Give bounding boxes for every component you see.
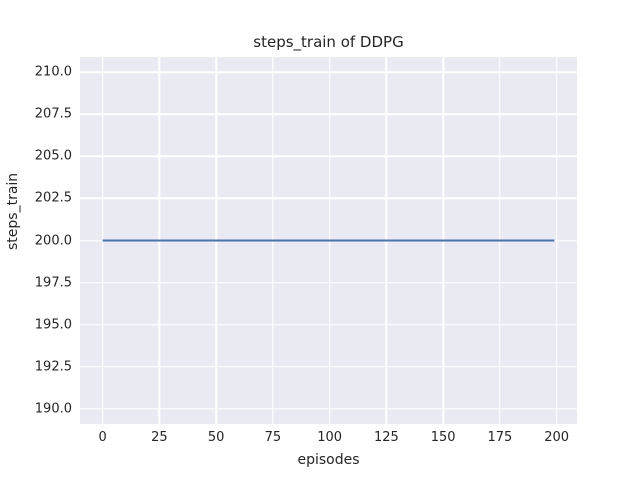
data-series-layer [80, 57, 577, 424]
x-tick-label: 50 [208, 430, 225, 445]
y-tick-label: 195.0 [35, 317, 72, 332]
x-tick-label: 0 [98, 430, 106, 445]
y-tick-label: 200.0 [35, 233, 72, 248]
y-tick-label: 207.5 [35, 107, 72, 122]
y-tick-label: 192.5 [35, 359, 72, 374]
y-tick-labels: 190.0 192.5 195.0 197.5 200.0 202.5 205.0 207.5… [0, 57, 72, 424]
x-tick-label: 25 [151, 430, 168, 445]
x-tick-label: 200 [544, 430, 569, 445]
y-tick-label: 197.5 [35, 275, 72, 290]
y-tick-label: 202.5 [35, 191, 72, 206]
x-tick-label: 75 [265, 430, 282, 445]
x-tick-labels: 0 25 50 75 100 125 150 175 200 [80, 430, 577, 446]
y-tick-label: 210.0 [35, 65, 72, 80]
plot-area [80, 57, 577, 424]
chart-title: steps_train of DDPG [80, 33, 577, 51]
y-tick-label: 190.0 [35, 401, 72, 416]
x-tick-label: 175 [487, 430, 512, 445]
x-axis-label: episodes [80, 452, 577, 468]
y-tick-label: 205.0 [35, 149, 72, 164]
x-tick-label: 125 [374, 430, 399, 445]
figure: steps_train of DDPG steps_train 02550751… [0, 0, 640, 480]
x-tick-label: 150 [431, 430, 456, 445]
x-tick-label: 100 [317, 430, 342, 445]
